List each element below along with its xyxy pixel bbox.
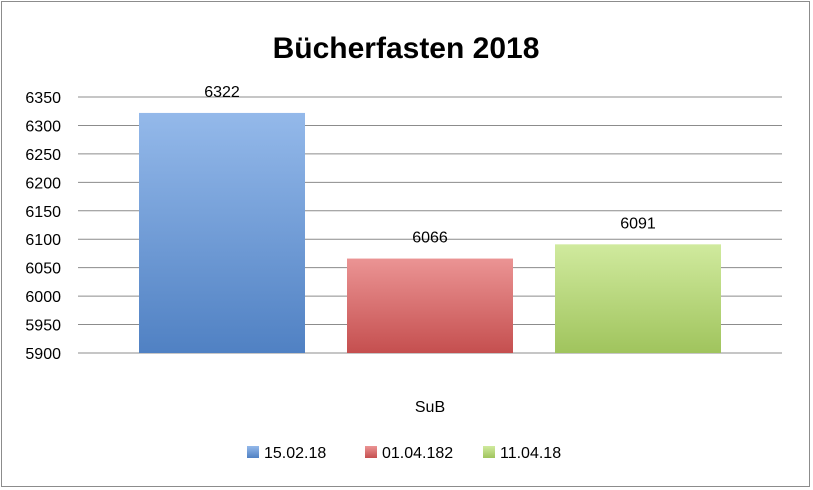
bar-15.02.18	[139, 112, 305, 353]
y-tick-label: 6250	[25, 147, 61, 164]
data-label: 6066	[412, 230, 448, 247]
y-tick-label: 6050	[25, 261, 61, 278]
y-tick-label: 6150	[25, 204, 61, 221]
chart-title: Bücherfasten 2018	[273, 32, 540, 65]
legend-swatch	[483, 446, 495, 458]
legend-label: 01.04.182	[382, 445, 453, 462]
x-category-label: SuB	[415, 399, 445, 416]
legend-swatch	[247, 446, 259, 458]
legend-swatch	[365, 446, 377, 458]
y-tick-label: 5900	[25, 346, 61, 363]
legend: 15.02.18 01.04.182 11.04.18	[247, 445, 561, 462]
bar-11.04.18	[555, 244, 721, 353]
y-tick-label: 6000	[25, 289, 61, 306]
y-axis-ticks: 5900 5950 6000 6050 6100 6150 6200 6250 6300 6350	[25, 90, 61, 363]
data-label: 6091	[620, 215, 656, 232]
y-tick-label: 6200	[25, 175, 61, 192]
legend-label: 11.04.18	[500, 445, 561, 462]
y-tick-label: 5950	[25, 318, 61, 335]
bar-01.04.182	[347, 258, 513, 353]
y-tick-label: 6300	[25, 118, 61, 135]
legend-label: 15.02.18	[264, 445, 326, 462]
y-tick-label: 6350	[25, 90, 61, 107]
y-tick-label: 6100	[25, 232, 61, 249]
data-label: 6322	[204, 84, 240, 101]
bars	[139, 112, 721, 353]
data-labels: 6322 6066 6091	[204, 84, 656, 247]
